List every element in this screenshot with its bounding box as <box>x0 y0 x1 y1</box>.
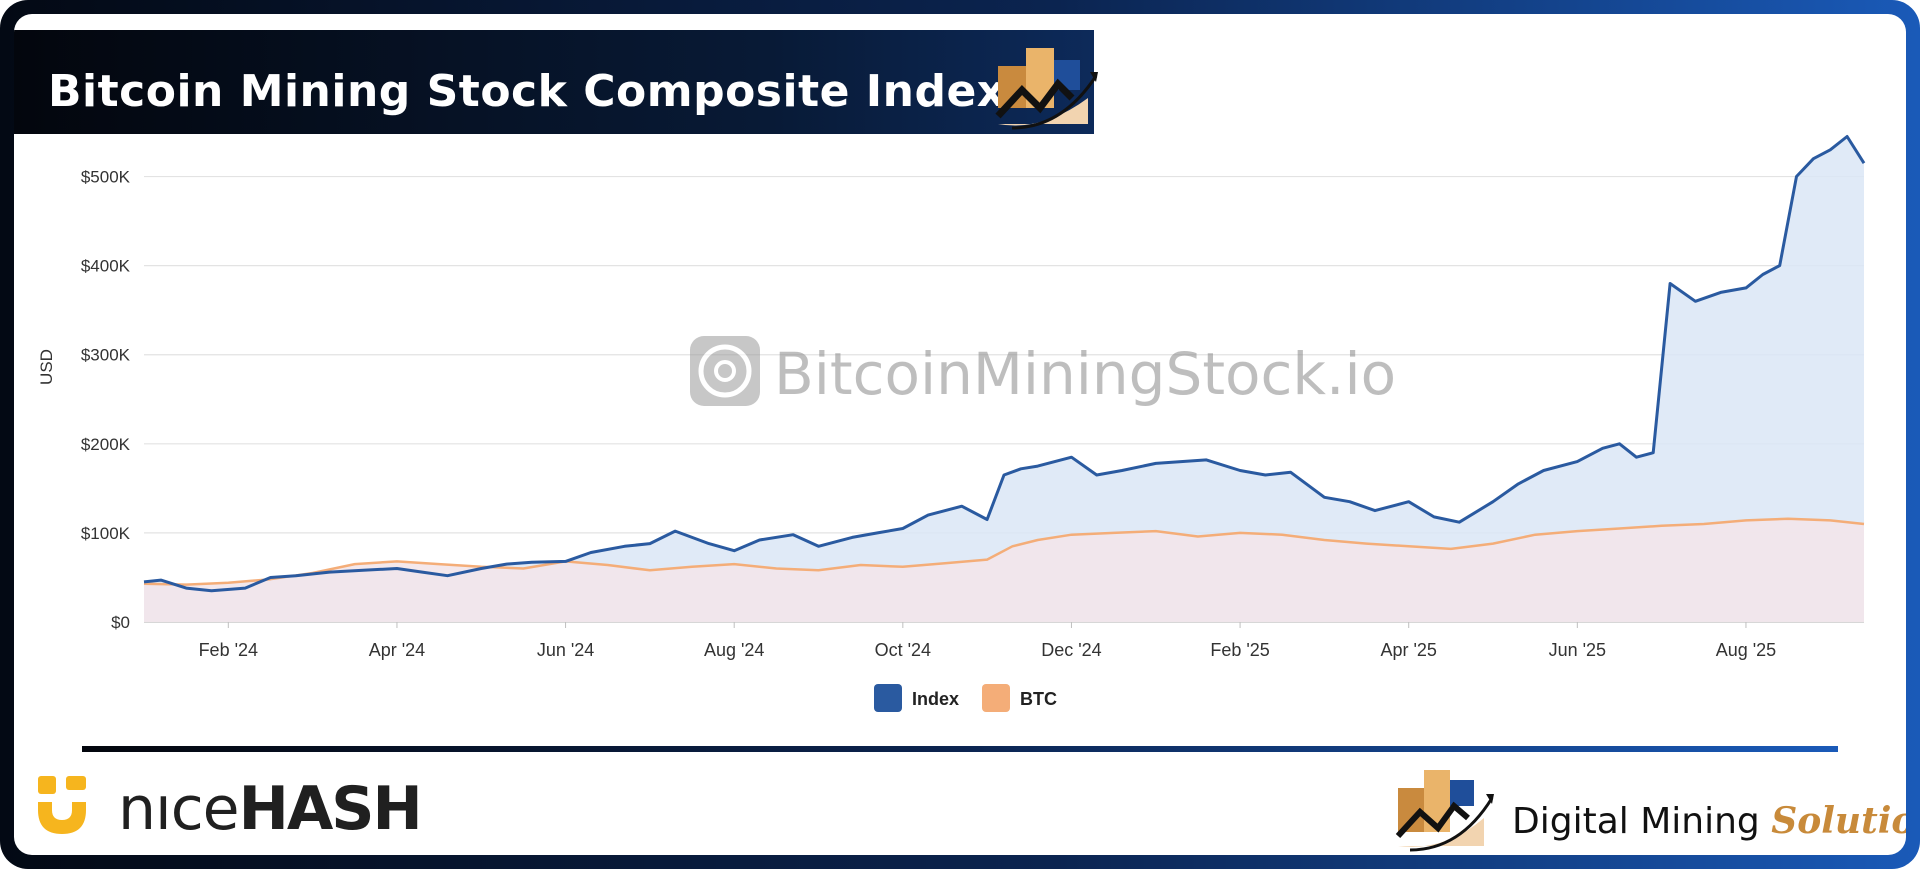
y-tick-label: $0 <box>111 613 130 632</box>
x-tick-label: Dec '24 <box>1041 640 1101 660</box>
dms-logo-icon <box>995 48 1098 130</box>
x-tick-label: Feb '25 <box>1210 640 1269 660</box>
title-bar: Bitcoin Mining Stock Composite Index <box>14 30 1094 134</box>
watermark-logo-core <box>714 360 736 382</box>
y-tick-label: $400K <box>81 257 131 276</box>
y-tick-label: $300K <box>81 346 131 365</box>
x-tick-label: Feb '24 <box>199 640 258 660</box>
nicehash-logo-icon <box>38 776 86 834</box>
page-title: Bitcoin Mining Stock Composite Index <box>48 66 1006 117</box>
x-tick-label: Aug '25 <box>1716 640 1777 660</box>
card: Bitcoin Mining Stock Composite Index $0 $… <box>14 14 1906 855</box>
x-tick-label: Apr '24 <box>369 640 425 660</box>
x-tick-label: Aug '24 <box>704 640 765 660</box>
y-tick-label: $100K <box>81 524 131 543</box>
legend-swatch-index <box>874 684 902 712</box>
x-tick-label: Jun '25 <box>1549 640 1606 660</box>
dms-wordmark: Digital Mining Solutions <box>1512 800 1906 842</box>
dms-footer-logo-icon <box>1395 770 1494 852</box>
y-tick-label: $500K <box>81 168 131 187</box>
nicehash-wordmark: nıceHASH <box>118 774 423 844</box>
x-tick-label: Jun '24 <box>537 640 594 660</box>
series-area-btc <box>144 518 1864 622</box>
series-line-index <box>143 135 1866 593</box>
watermark-text: BitcoinMiningStock.io <box>774 340 1396 408</box>
dms-main: Digital Mining <box>1512 801 1760 842</box>
dms-accent: Solutions <box>1771 800 1906 842</box>
watermark: BitcoinMiningStock.io <box>690 336 1396 408</box>
legend-swatch-btc <box>982 684 1010 712</box>
divider <box>82 746 1838 752</box>
series-line-btc <box>143 517 1865 586</box>
x-tick-label: Oct '24 <box>875 640 931 660</box>
watermark-logo-ring <box>698 344 752 398</box>
legend-label-btc: BTC <box>1020 689 1057 709</box>
legend-label-index: Index <box>912 689 959 709</box>
nicehash-suffix: HASH <box>238 774 423 844</box>
y-tick-label: $200K <box>81 435 131 454</box>
nicehash-prefix: nıce <box>118 774 240 844</box>
y-axis-label: USD <box>37 349 56 385</box>
x-tick-label: Apr '25 <box>1380 640 1436 660</box>
chart: $0 $100K $200K $300K $400K $500K USD Feb '24 Apr… <box>37 135 1866 712</box>
